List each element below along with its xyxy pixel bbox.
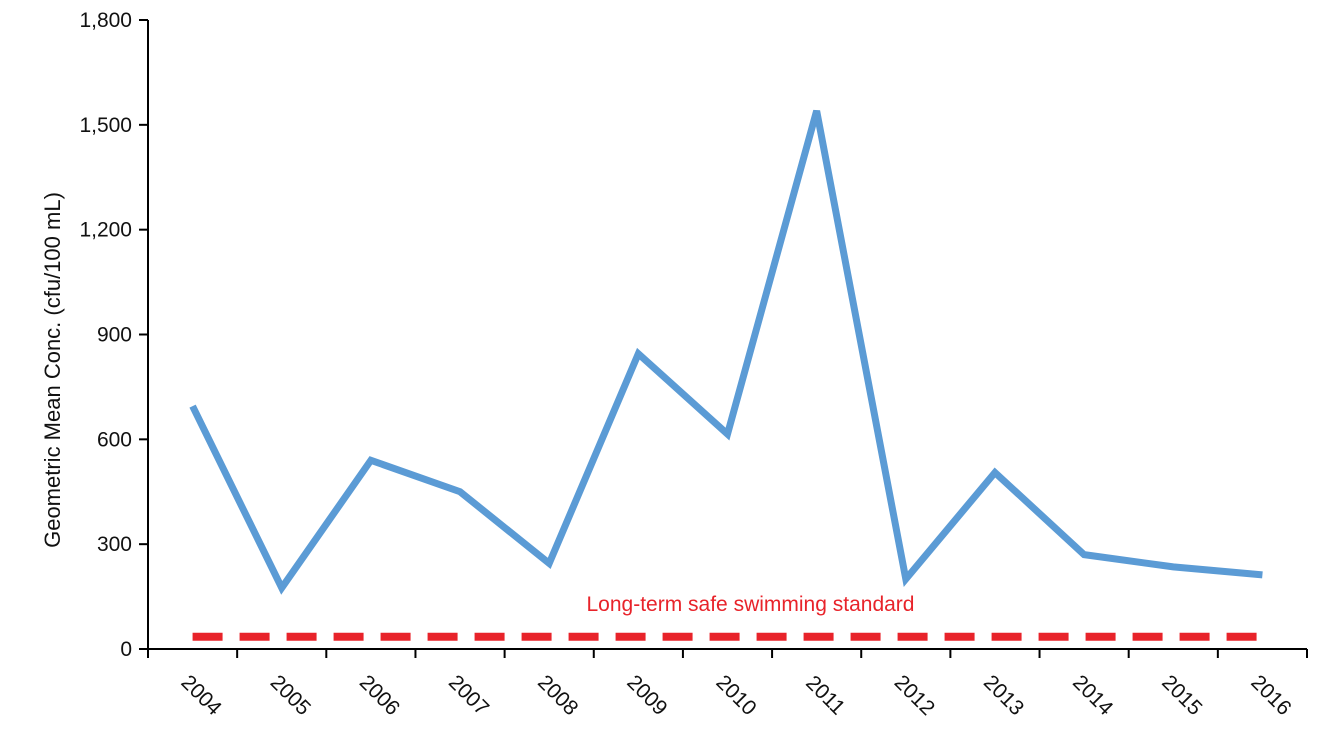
reference-line-label: Long-term safe swimming standard [587, 593, 915, 616]
x-tick-label: 2005 [266, 671, 315, 720]
series-lines [192, 111, 1262, 588]
y-tick-label: 900 [97, 324, 132, 347]
x-tick-label: 2012 [890, 671, 939, 720]
x-tick-label: 2007 [444, 671, 493, 720]
y-axis-ticks: 0 300 600 900 1,200 1,500 1,800 [79, 9, 148, 661]
series-line [193, 111, 1263, 588]
y-tick-label: 0 [120, 638, 132, 661]
y-tick-label: 1,800 [79, 9, 132, 32]
x-tick-label: 2016 [1246, 671, 1295, 720]
x-tick-label: 2006 [355, 671, 404, 720]
axes [148, 20, 1307, 649]
x-tick-label: 2010 [711, 671, 760, 720]
x-tick-label: 2015 [1157, 671, 1206, 720]
x-tick-label: 2013 [979, 671, 1028, 720]
y-tick-label: 1,200 [79, 219, 132, 242]
x-tick-label: 2011 [801, 671, 849, 719]
x-tick-label: 2009 [622, 671, 671, 720]
y-tick-label: 600 [97, 428, 132, 451]
y-axis-title: Geometric Mean Conc. (cfu/100 mL) [40, 192, 65, 548]
x-tick-label: 2004 [177, 671, 227, 721]
x-tick-label: 2014 [1068, 671, 1118, 721]
reference-lines: Long-term safe swimming standard [193, 593, 1263, 637]
x-axis-ticks: 2004 2005 2006 2007 2008 2009 2010 2011 2012 2013… [148, 649, 1307, 720]
x-tick-label: 2008 [533, 671, 582, 720]
y-tick-label: 300 [97, 533, 132, 556]
y-tick-label: 1,500 [79, 114, 132, 137]
